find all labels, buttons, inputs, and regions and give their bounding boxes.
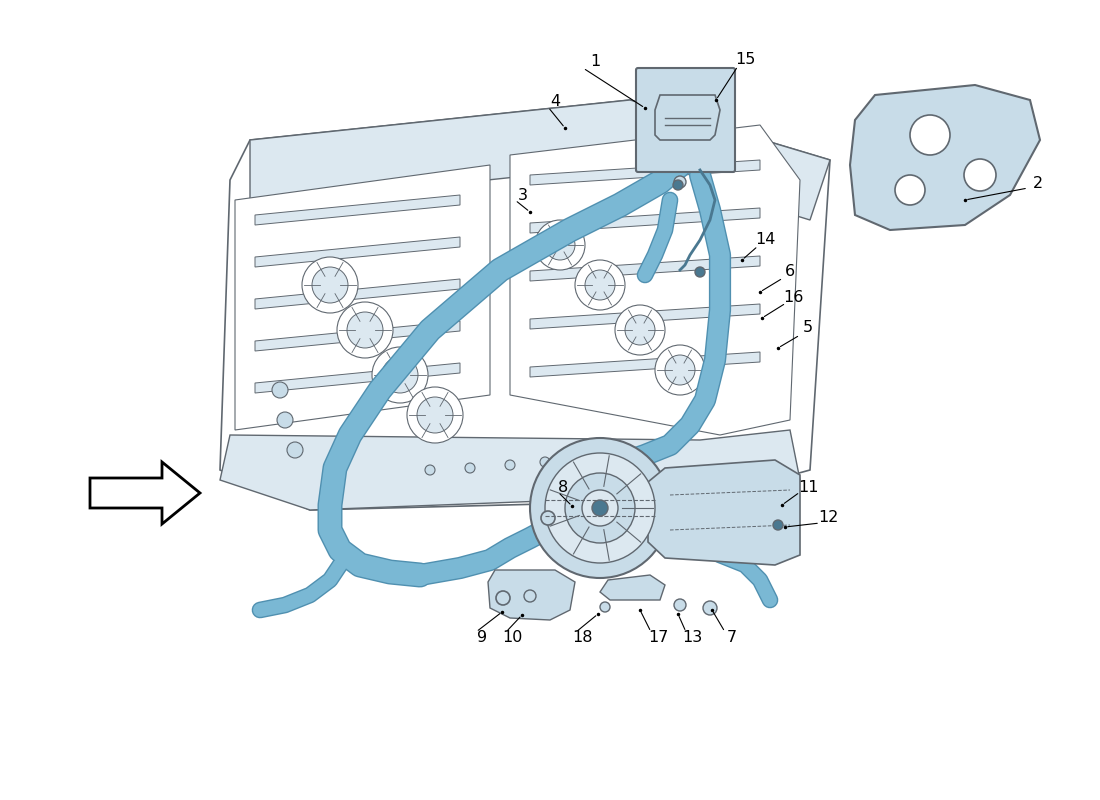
Circle shape	[585, 270, 615, 300]
Text: 16: 16	[783, 290, 803, 306]
Circle shape	[541, 511, 556, 525]
Polygon shape	[530, 352, 760, 377]
Text: 7: 7	[727, 630, 737, 646]
Circle shape	[465, 463, 475, 473]
Circle shape	[625, 315, 654, 345]
Circle shape	[312, 267, 348, 303]
Polygon shape	[255, 237, 460, 267]
Circle shape	[673, 180, 683, 190]
Circle shape	[674, 599, 686, 611]
Text: 5: 5	[803, 321, 813, 335]
Circle shape	[530, 438, 670, 578]
Polygon shape	[530, 256, 760, 281]
Circle shape	[674, 176, 686, 188]
Polygon shape	[255, 321, 460, 351]
Circle shape	[544, 230, 575, 260]
Circle shape	[582, 490, 618, 526]
Circle shape	[337, 302, 393, 358]
Text: 8: 8	[558, 481, 568, 495]
Circle shape	[703, 601, 717, 615]
Text: 11: 11	[798, 481, 818, 495]
Circle shape	[575, 455, 585, 465]
Polygon shape	[530, 208, 760, 233]
Circle shape	[505, 460, 515, 470]
Circle shape	[524, 590, 536, 602]
Text: 9: 9	[477, 630, 487, 645]
Polygon shape	[530, 304, 760, 329]
Circle shape	[695, 267, 705, 277]
Polygon shape	[220, 430, 800, 510]
Text: 2: 2	[1033, 175, 1043, 190]
Text: 12: 12	[817, 510, 838, 526]
Polygon shape	[255, 279, 460, 309]
Circle shape	[540, 457, 550, 467]
Circle shape	[565, 473, 635, 543]
Polygon shape	[220, 100, 830, 510]
Polygon shape	[600, 575, 666, 600]
Circle shape	[544, 453, 654, 563]
Text: 4: 4	[550, 94, 560, 110]
Polygon shape	[850, 85, 1040, 230]
Polygon shape	[235, 165, 490, 430]
Polygon shape	[255, 195, 460, 225]
Circle shape	[417, 397, 453, 433]
Text: 14: 14	[755, 233, 775, 247]
Circle shape	[496, 591, 510, 605]
Text: 3: 3	[518, 187, 528, 202]
Circle shape	[654, 345, 705, 395]
Circle shape	[592, 500, 608, 516]
FancyBboxPatch shape	[636, 68, 735, 172]
Circle shape	[615, 305, 666, 355]
Circle shape	[910, 115, 950, 155]
Text: 10: 10	[502, 630, 522, 645]
Text: 15: 15	[735, 53, 756, 67]
Text: 1: 1	[590, 54, 601, 70]
Polygon shape	[648, 460, 800, 565]
Circle shape	[302, 257, 358, 313]
Circle shape	[287, 442, 303, 458]
Polygon shape	[90, 462, 200, 524]
Circle shape	[535, 220, 585, 270]
Polygon shape	[654, 95, 720, 140]
Circle shape	[277, 412, 293, 428]
Circle shape	[346, 312, 383, 348]
Circle shape	[773, 520, 783, 530]
Circle shape	[272, 382, 288, 398]
Circle shape	[575, 260, 625, 310]
Text: 6: 6	[785, 263, 795, 278]
Circle shape	[610, 453, 620, 463]
Circle shape	[964, 159, 996, 191]
Circle shape	[895, 175, 925, 205]
Circle shape	[425, 465, 435, 475]
Text: 18: 18	[573, 630, 593, 646]
Circle shape	[666, 355, 695, 385]
Circle shape	[600, 602, 610, 612]
Circle shape	[382, 357, 418, 393]
Polygon shape	[530, 160, 760, 185]
Polygon shape	[510, 125, 800, 435]
Circle shape	[372, 347, 428, 403]
Polygon shape	[250, 100, 831, 220]
Polygon shape	[488, 570, 575, 620]
Text: 17: 17	[648, 630, 668, 646]
Text: 13: 13	[682, 630, 702, 646]
Polygon shape	[255, 363, 460, 393]
Circle shape	[407, 387, 463, 443]
